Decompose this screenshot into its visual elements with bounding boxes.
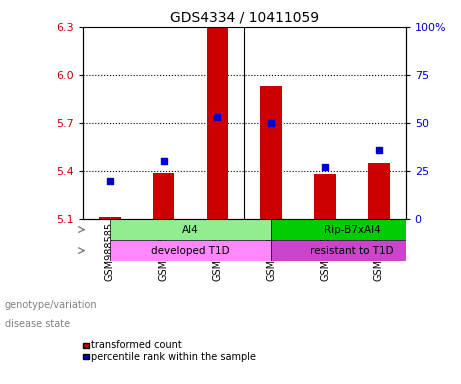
Bar xyxy=(207,27,228,219)
Bar xyxy=(110,240,271,261)
Bar xyxy=(99,217,121,219)
Point xyxy=(321,164,329,170)
Text: Rip-B7xAI4: Rip-B7xAI4 xyxy=(324,225,380,235)
Text: resistant to T1D: resistant to T1D xyxy=(310,246,394,256)
Point xyxy=(106,177,113,184)
Bar xyxy=(368,163,390,219)
Text: developed T1D: developed T1D xyxy=(151,246,230,256)
Text: genotype/variation: genotype/variation xyxy=(5,300,97,310)
Text: AI4: AI4 xyxy=(182,225,199,235)
Title: GDS4334 / 10411059: GDS4334 / 10411059 xyxy=(170,10,319,24)
Bar xyxy=(271,219,432,240)
Text: transformed count: transformed count xyxy=(91,340,182,350)
Point xyxy=(214,114,221,120)
Point xyxy=(267,120,275,126)
Bar xyxy=(153,173,174,219)
Bar xyxy=(260,86,282,219)
Point xyxy=(160,158,167,164)
Bar xyxy=(314,174,336,219)
Text: percentile rank within the sample: percentile rank within the sample xyxy=(91,352,256,362)
Point xyxy=(375,147,383,153)
Text: disease state: disease state xyxy=(5,319,70,329)
Bar xyxy=(110,219,271,240)
Bar xyxy=(271,240,432,261)
